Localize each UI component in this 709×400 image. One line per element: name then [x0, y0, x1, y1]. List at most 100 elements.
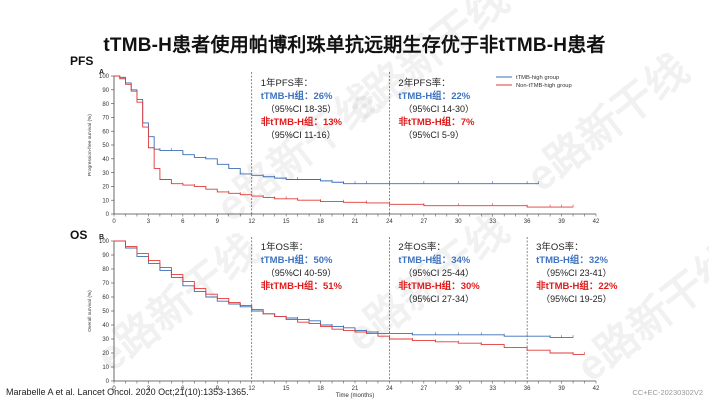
- x-tick-label: 6: [181, 219, 185, 225]
- annotation-high-ci: （95%CI 23-41）: [541, 268, 612, 278]
- x-tick-label: 39: [558, 219, 565, 225]
- x-tick-label: 0: [112, 386, 116, 392]
- y-tick-label: 90: [102, 88, 109, 94]
- y-tick-label: 0: [106, 212, 110, 218]
- x-tick-label: 33: [489, 219, 496, 225]
- annotation-high-ci: （95%CI 18-35）: [266, 104, 337, 114]
- annotation-high-ci: （95%CI 25-44）: [403, 268, 474, 278]
- x-tick-label: 3: [147, 386, 151, 392]
- annotation-high-label: tTMB-H组：50%: [261, 254, 333, 266]
- y-tick-label: 80: [102, 267, 109, 273]
- x-tick-label: 18: [317, 386, 324, 392]
- annotation-header: 2年PFS率：: [398, 77, 450, 89]
- x-tick-label: 12: [248, 219, 255, 225]
- y-tick-label: 30: [102, 337, 109, 343]
- y-tick-label: 30: [102, 171, 109, 177]
- series-line-non: [114, 240, 585, 355]
- x-tick-label: 6: [181, 386, 185, 392]
- series-line-high: [114, 240, 574, 339]
- rate-annotation: 2年PFS率：tTMB-H组：22% （95%CI 14-30） 非tTMB-H组：…: [398, 77, 475, 140]
- annotation-high-value: 32%: [589, 255, 609, 266]
- annotation-high-ci: （95%CI 14-30）: [403, 104, 474, 114]
- annotation-high-ci: （95%CI 40-59）: [266, 268, 337, 278]
- annotation-header: 3年OS率：: [536, 241, 584, 253]
- annotation-header: 1年OS率：: [261, 241, 309, 253]
- x-tick-label: 36: [524, 386, 531, 392]
- annotation-non-value: 30%: [461, 281, 481, 292]
- x-tick-label: 9: [216, 219, 220, 225]
- x-tick-label: 12: [248, 386, 255, 392]
- annotation-non-label: 非tTMB-H组：7%: [398, 116, 475, 128]
- x-tick-label: 36: [524, 219, 531, 225]
- y-tick-label: 60: [102, 295, 109, 301]
- x-tick-label: 21: [352, 386, 359, 392]
- x-tick-label: 27: [421, 386, 428, 392]
- y-tick-label: 100: [99, 239, 110, 245]
- annotation-non-ci: （95%CI 19-25）: [541, 294, 612, 304]
- annotation-high-label: tTMB-H组：34%: [398, 254, 470, 266]
- x-tick-label: 18: [317, 219, 324, 225]
- y-tick-label: 90: [102, 253, 109, 259]
- x-tick-label: 33: [489, 386, 496, 392]
- x-tick-label: 15: [283, 386, 290, 392]
- annotation-non-value: 13%: [323, 117, 343, 128]
- y-tick-label: 10: [102, 365, 109, 371]
- annotation-high-value: 50%: [313, 255, 333, 266]
- x-tick-label: 39: [558, 386, 565, 392]
- series-line-non: [114, 75, 574, 208]
- y-tick-label: 80: [102, 102, 109, 108]
- panel-letter: B: [99, 234, 104, 241]
- y-tick-label: 100: [99, 74, 110, 80]
- y-tick-label: 60: [102, 129, 109, 135]
- x-tick-label: 0: [112, 219, 116, 225]
- x-tick-label: 21: [352, 219, 359, 225]
- pfs-panel-label: PFS: [70, 54, 94, 68]
- footer-code: CC+EC-20230302V2: [632, 388, 703, 397]
- y-tick-label: 50: [102, 143, 109, 149]
- y-tick-label: 0: [106, 379, 110, 385]
- citation: Marabelle A et al. Lancet Oncol. 2020 Oc…: [6, 387, 249, 397]
- annotation-non-ci: （95%CI 5-9）: [403, 130, 464, 140]
- y-axis-label: Overall survival (%): [87, 290, 93, 332]
- x-tick-label: 30: [455, 219, 462, 225]
- x-tick-label: 42: [593, 219, 600, 225]
- rate-annotation: 1年PFS率：tTMB-H组：26% （95%CI 18-35） 非tTMB-H组：…: [261, 77, 343, 140]
- x-tick-label: 30: [455, 386, 462, 392]
- y-tick-label: 10: [102, 198, 109, 204]
- x-tick-label: 9: [216, 386, 220, 392]
- y-tick-label: 20: [102, 185, 109, 191]
- annotation-high-value: 22%: [451, 91, 471, 102]
- annotation-header: 2年OS率：: [398, 241, 446, 253]
- annotation-non-label: 非tTMB-H组：22%: [536, 280, 618, 292]
- x-tick-label: 27: [421, 219, 428, 225]
- x-tick-label: 15: [283, 219, 290, 225]
- annotation-high-value: 26%: [313, 91, 333, 102]
- annotation-high-value: 34%: [451, 255, 471, 266]
- annotation-non-value: 7%: [461, 117, 475, 128]
- annotation-non-ci: （95%CI 11-16）: [266, 130, 336, 140]
- x-tick-label: 42: [593, 386, 600, 392]
- annotation-non-label: 非tTMB-H组：51%: [261, 280, 343, 292]
- annotation-non-label: 非tTMB-H组：13%: [261, 116, 343, 128]
- x-tick-label: 24: [386, 219, 393, 225]
- annotation-non-value: 51%: [323, 281, 343, 292]
- annotation-non-label: 非tTMB-H组：30%: [398, 280, 480, 292]
- x-tick-label: 3: [147, 219, 151, 225]
- y-tick-label: 40: [102, 157, 109, 163]
- y-axis-label: Progression-free survival (%): [87, 114, 93, 176]
- y-tick-label: 20: [102, 351, 109, 357]
- page-title: tTMB-H患者使用帕博利珠单抗远期生存优于非tTMB-H患者: [103, 35, 606, 56]
- rate-annotation: 1年OS率：tTMB-H组：50% （95%CI 40-59） 非tTMB-H组：5…: [261, 241, 343, 292]
- panel-letter: A: [99, 69, 104, 76]
- annotation-non-value: 22%: [598, 281, 618, 292]
- y-tick-label: 50: [102, 309, 109, 315]
- legend-label: tTMB-high group: [516, 75, 559, 81]
- annotation-high-label: tTMB-H组：32%: [536, 254, 608, 266]
- rate-annotation: 2年OS率：tTMB-H组：34% （95%CI 25-44） 非tTMB-H组：3…: [398, 241, 480, 304]
- y-tick-label: 70: [102, 116, 109, 122]
- y-tick-label: 70: [102, 281, 109, 287]
